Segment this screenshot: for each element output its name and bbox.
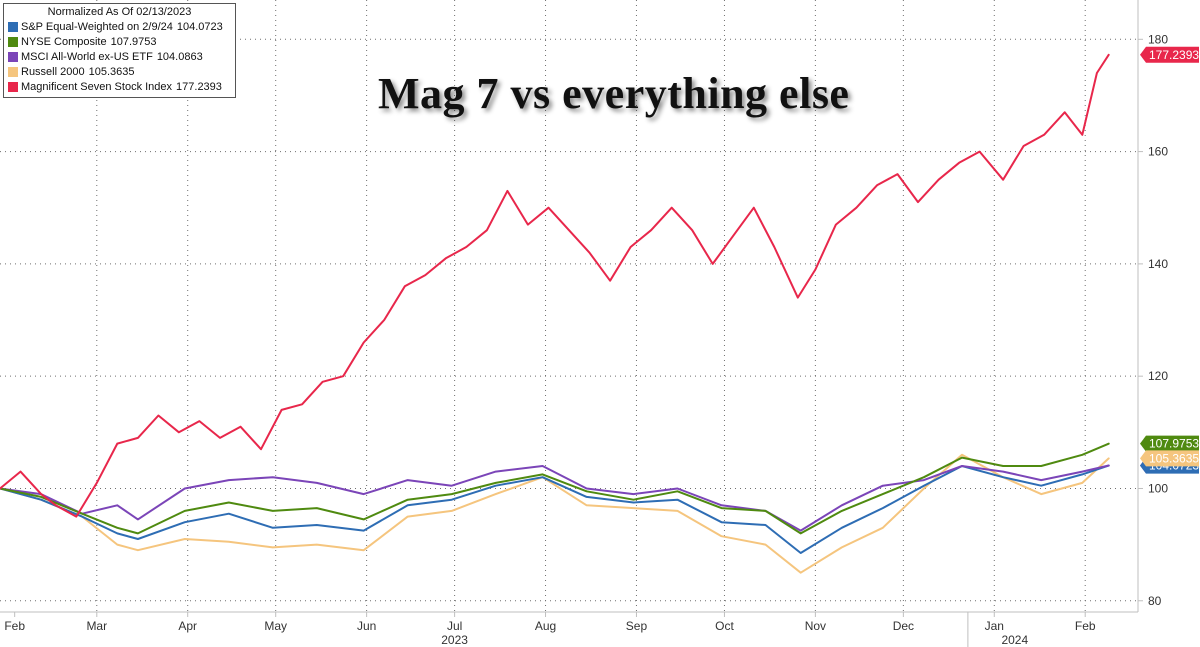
x-tick-label: Jan [985, 619, 1004, 633]
legend-entry-name: S&P Equal-Weighted on 2/9/24 [21, 20, 173, 33]
x-tick-label: Feb [1075, 619, 1096, 633]
legend-entry-nyse-composite: NYSE Composite 107.9753 [8, 34, 231, 49]
end-tag-label: 177.2393 [1149, 48, 1199, 62]
legend-entry-value: 104.0863 [156, 50, 203, 63]
y-tick-label: 100 [1148, 481, 1168, 495]
end-tag-label: 105.3635 [1149, 451, 1199, 465]
y-tick-label: 80 [1148, 594, 1162, 608]
y-tick-label: 140 [1148, 257, 1168, 271]
legend-entry-russell-2000: Russell 2000 105.3635 [8, 64, 231, 79]
legend-entry-name: Russell 2000 [21, 65, 85, 78]
x-tick-label: Nov [805, 619, 826, 633]
x-year-label: 2024 [1001, 633, 1028, 647]
x-tick-label: Mar [86, 619, 107, 633]
legend: Normalized As Of 02/13/2023 S&P Equal-We… [3, 3, 236, 98]
series-group [0, 53, 1110, 574]
chart-headline: Mag 7 vs everything else [378, 69, 850, 118]
x-tick-label: Jun [357, 619, 376, 633]
x-tick-label: Jul [447, 619, 462, 633]
x-tick-label: Sep [626, 619, 648, 633]
y-tick-label: 160 [1148, 145, 1168, 159]
legend-entry-name: Magnificent Seven Stock Index [21, 80, 173, 93]
x-year-label: 2023 [441, 633, 468, 647]
end-tag-russell-2000 [1140, 450, 1199, 467]
legend-entry-sp-equal-weighted: S&P Equal-Weighted on 2/9/24 104.0723 [8, 19, 231, 34]
legend-swatch [8, 36, 18, 47]
end-tag-magnificent-seven-stock-index [1140, 46, 1199, 63]
legend-swatch [8, 51, 18, 62]
x-tick-label: Oct [715, 619, 734, 633]
x-tick-label: Aug [535, 619, 556, 633]
legend-entry-value: 105.3635 [88, 65, 135, 78]
x-tick-label: Dec [893, 619, 914, 633]
legend-entry-value: 104.0723 [176, 20, 223, 33]
legend-swatch [8, 21, 18, 32]
x-tick-label: May [264, 619, 287, 633]
legend-entry-value: 107.9753 [110, 35, 157, 48]
y-tick-label: 180 [1148, 32, 1168, 46]
legend-entry-name: MSCI All-World ex-US ETF [21, 50, 153, 63]
legend-entry-msci-all-world: MSCI All-World ex-US ETF 104.0863 [8, 49, 231, 64]
legend-entry-magnificent-seven: Magnificent Seven Stock Index 177.2393 [8, 79, 231, 94]
series-line-msci-all-world-ex-us-etf [0, 464, 1110, 532]
y-tick-label: 120 [1148, 369, 1168, 383]
end-tag-nyse-composite [1140, 435, 1199, 452]
series-line-nyse-composite [0, 442, 1110, 535]
series-line-russell-2000 [0, 453, 1110, 574]
legend-entry-name: NYSE Composite [21, 35, 107, 48]
end-tag-label: 107.9753 [1149, 437, 1199, 451]
legend-title: Normalized As Of 02/13/2023 [47, 6, 192, 18]
axes: 80 100 120 140 160 180 Feb Mar Apr May Jun Jul Aug Se… [0, 0, 1168, 647]
legend-swatch [8, 81, 18, 92]
legend-swatch [8, 66, 18, 77]
series-line-magnificent-seven-stock-index [0, 53, 1110, 518]
x-tick-label: Apr [178, 619, 197, 633]
legend-entry-value: 177.2393 [176, 80, 222, 93]
x-tick-label: Feb [4, 619, 25, 633]
series-line-s-p-equal-weighted-on-2-9-24 [0, 464, 1110, 554]
